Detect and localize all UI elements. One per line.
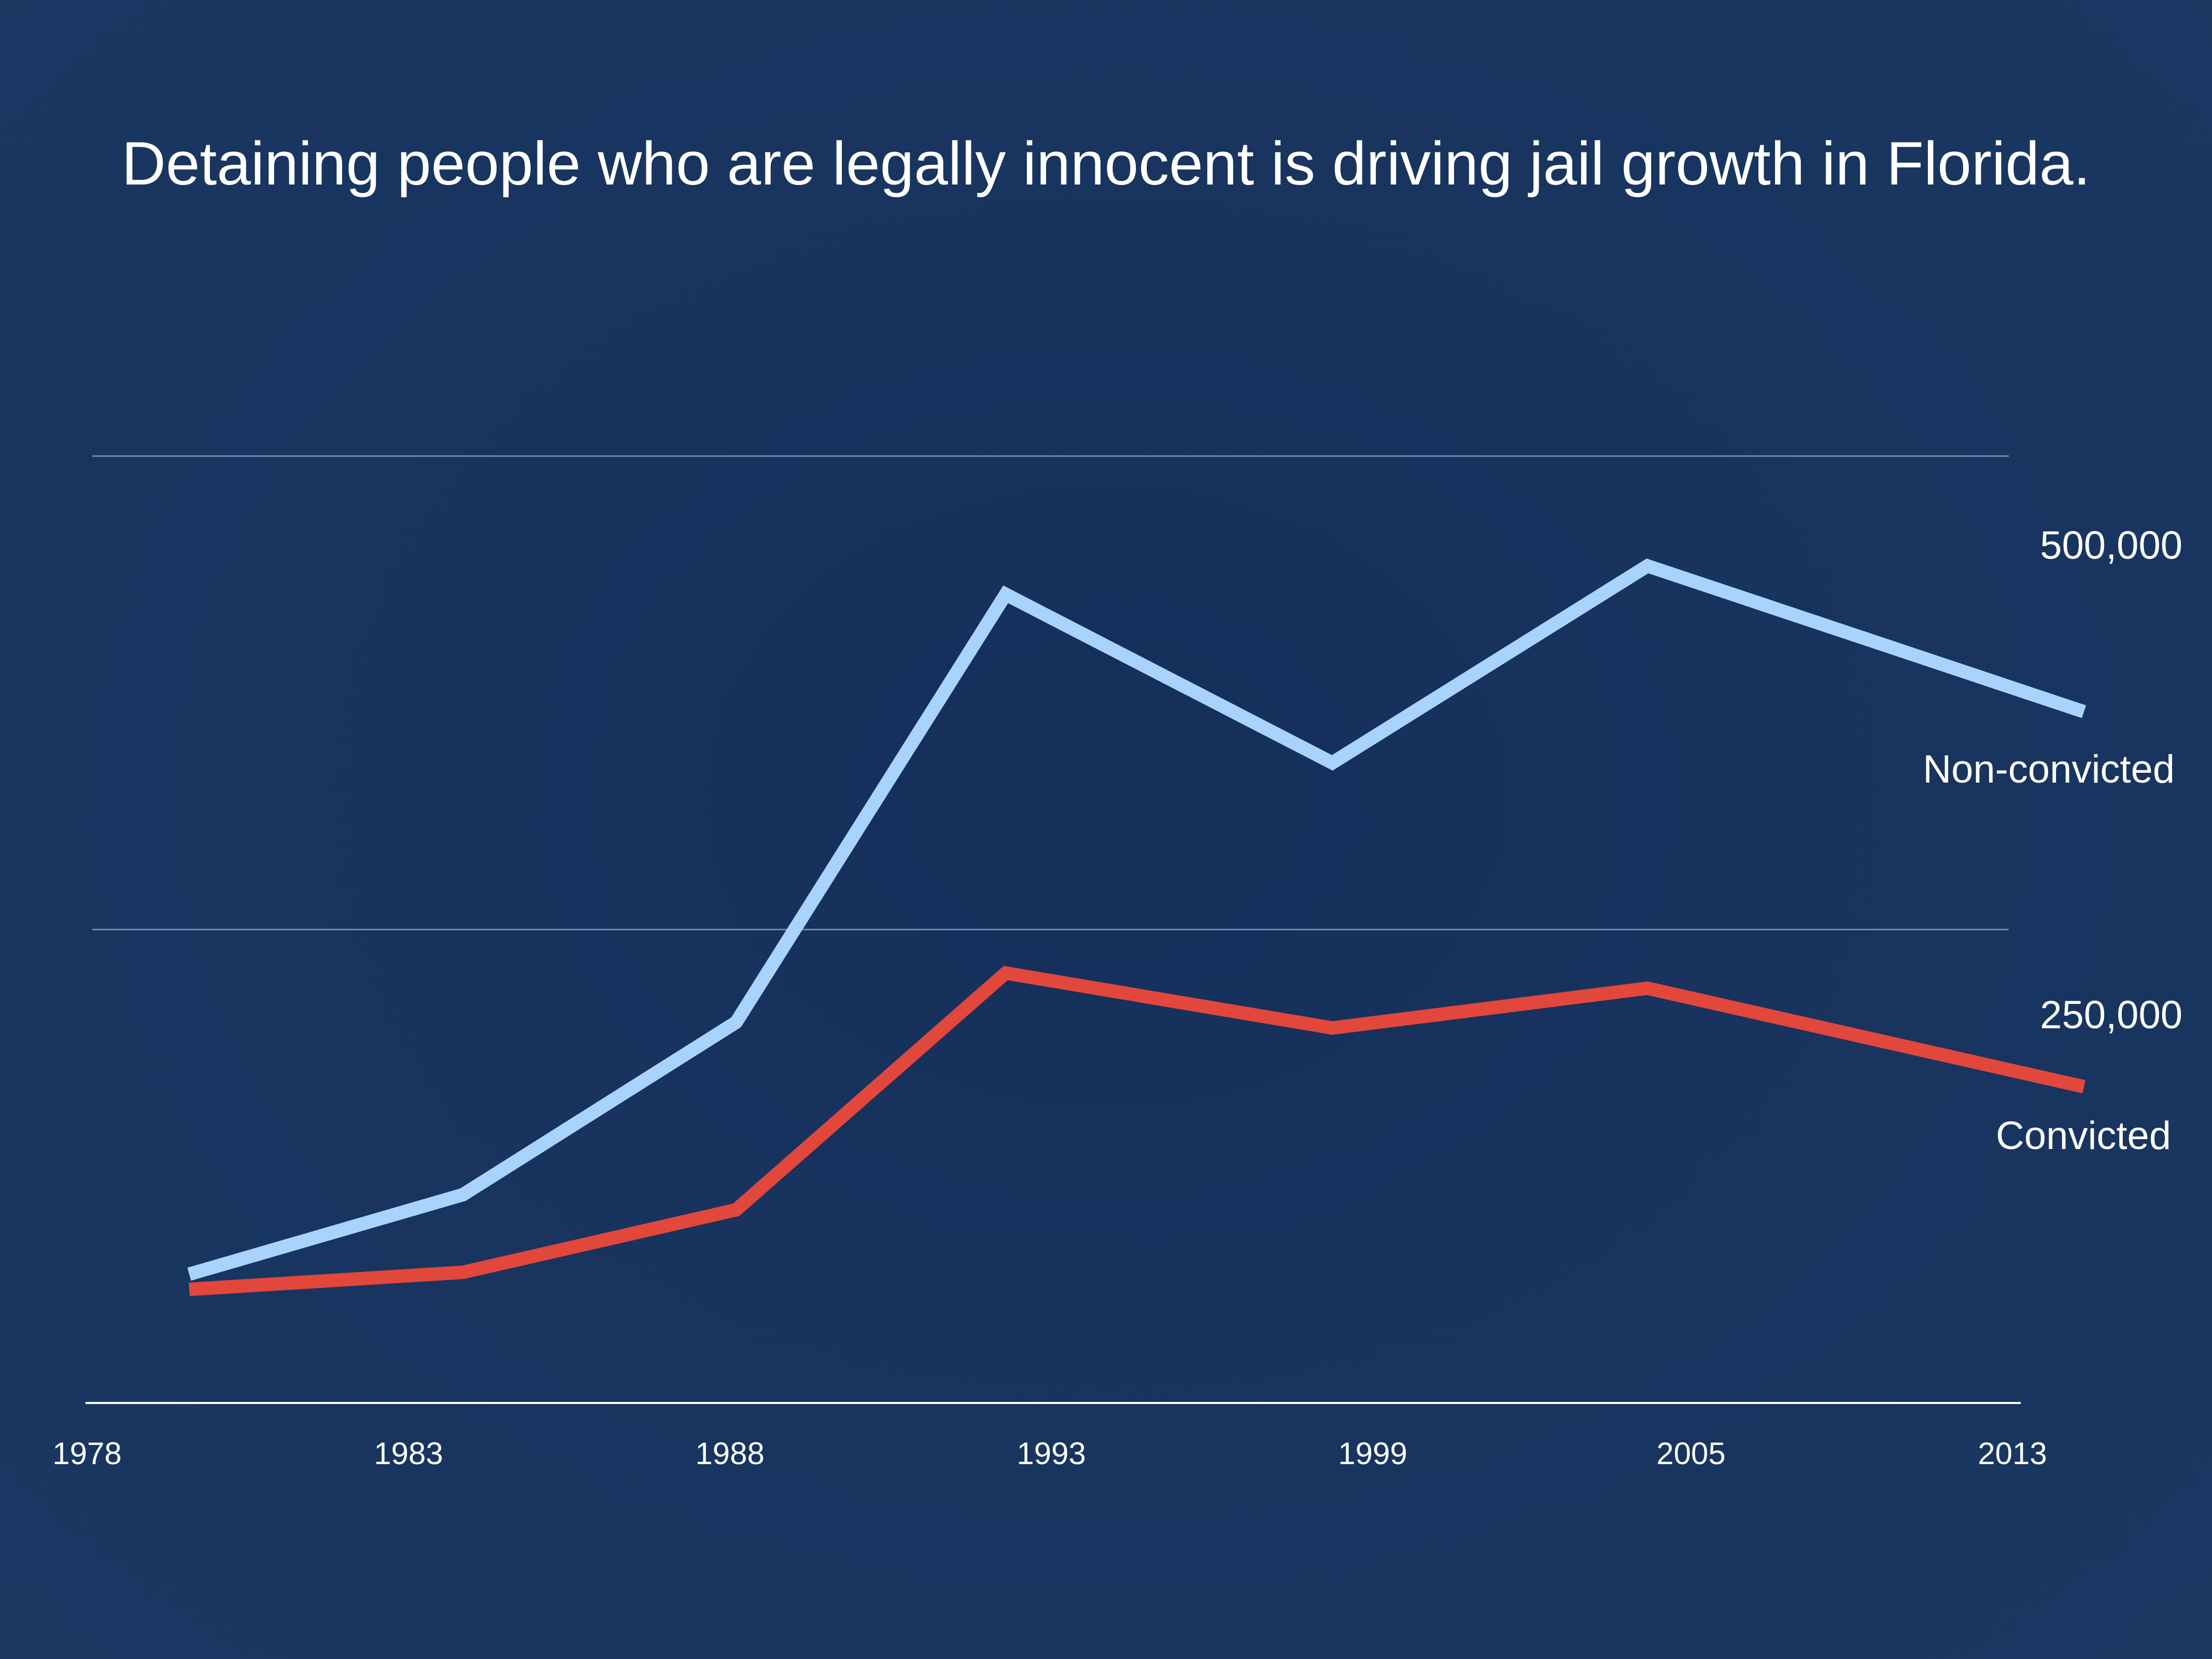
- series-label-non-convicted: Non-convicted: [1923, 747, 2175, 791]
- x-tick-label: 2013: [1978, 1436, 2047, 1471]
- series-line-convicted: [189, 966, 2086, 1296]
- series-label-convicted: Convicted: [1996, 1114, 2171, 1158]
- x-tick-label: 1983: [374, 1436, 443, 1471]
- x-tick-label: 1999: [1338, 1436, 1407, 1471]
- series-line-non-convicted: [187, 558, 2087, 1281]
- y-axis-tick-labels: 250,000 500,000: [2040, 523, 2182, 1037]
- y-tick-label: 500,000: [2040, 523, 2182, 568]
- x-tick-label: 1993: [1017, 1436, 1086, 1471]
- chart-title: Detaining people who are legally innocen…: [121, 130, 2091, 198]
- x-tick-label: 1978: [52, 1436, 121, 1471]
- x-axis-tick-labels: 1978 1983 1988 1993 1999 2005 2013: [52, 1436, 2047, 1471]
- y-tick-label: 250,000: [2040, 993, 2182, 1037]
- x-tick-label: 1988: [695, 1436, 764, 1471]
- x-tick-label: 2005: [1656, 1436, 1725, 1471]
- gridlines: [92, 455, 2009, 930]
- series-labels: Non-convicted Convicted: [1923, 747, 2175, 1158]
- series-lines: [187, 558, 2087, 1296]
